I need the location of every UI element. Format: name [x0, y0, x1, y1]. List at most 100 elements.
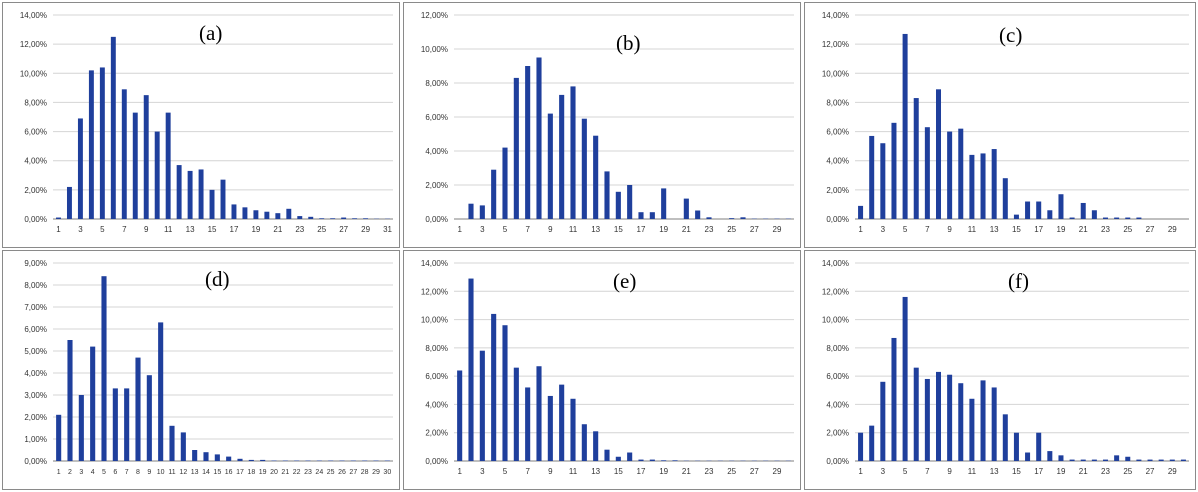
chart-c-bar [1102, 217, 1109, 219]
chart-e-xtick-label: 9 [548, 467, 553, 476]
chart-b-bar [706, 217, 712, 219]
chart-a-xtick-label: 11 [164, 225, 173, 234]
chart-d-svg: 0,00% 1,00% 2,00% 3,00% 4,00% 5,00% 6,00% 7,00%… [24, 259, 393, 476]
chart-f-bar [1058, 455, 1064, 461]
chart-c-bar [1125, 217, 1131, 219]
chart-f-bar [880, 381, 886, 461]
chart-c-ytick-label: 12,00% [822, 40, 849, 49]
chart-e-bar [559, 384, 565, 461]
chart-a-bar [231, 204, 237, 219]
chart-f-bar [1091, 459, 1097, 461]
chart-a-ytick-label: 10,00% [20, 69, 47, 78]
chart-f-xtick-label: 29 [1168, 467, 1177, 476]
chart-c-ytick-label: 10,00% [822, 69, 849, 78]
chart-d-xtick-label: 3 [79, 469, 83, 476]
chart-b-bar [683, 198, 689, 219]
chart-d-xtick-label: 26 [338, 469, 346, 476]
chart-a-xtick-label: 1 [56, 225, 61, 234]
chart-f-ytick-label: 6,00% [826, 372, 849, 381]
chart-a-xtick-label: 3 [78, 225, 83, 234]
chart-b-bar [502, 147, 508, 219]
chart-f-bar [1102, 459, 1109, 461]
chart-a-xtick-label: 31 [383, 225, 392, 234]
chart-b-xtick-label: 11 [569, 225, 578, 234]
chart-b-bar [559, 94, 565, 219]
chart-f-bar [1080, 459, 1086, 461]
chart-c-bar [1069, 217, 1075, 219]
chart-b-xtick-label: 1 [457, 225, 462, 234]
chart-d-xtick-label: 13 [191, 469, 199, 476]
chart-b-ytick-label: 10,00% [421, 45, 448, 54]
chart-a-bar [319, 218, 325, 219]
chart-f-bar [947, 374, 953, 461]
chart-e-ytick-label: 12,00% [421, 287, 448, 296]
chart-d-bar [101, 276, 107, 461]
chart-c-xtick-label: 27 [1146, 225, 1155, 234]
chart-a-xtick-label: 21 [273, 225, 282, 234]
chart-e-bar [593, 431, 599, 461]
chart-b-ytick-label: 12,00% [421, 11, 448, 20]
chart-d-ytick-label: 7,00% [24, 303, 47, 312]
chart-e-bar [502, 325, 508, 461]
chart-b-bar [491, 169, 497, 219]
chart-f-bar [991, 387, 997, 461]
chart-c-bar [1114, 217, 1120, 219]
chart-c-bar [935, 89, 942, 219]
chart-e-bar [468, 278, 474, 461]
chart-b-bar [593, 135, 599, 219]
chart-c-bar [880, 143, 886, 219]
chart-e-bar [457, 370, 463, 461]
chart-e-ytick-label: 0,00% [425, 457, 448, 466]
chart-f-bar [891, 337, 897, 461]
chart-a-bar [77, 118, 83, 219]
chart-f-bar [1069, 459, 1075, 461]
chart-d-xtick-label: 12 [179, 469, 187, 476]
chart-b-ytick-label: 0,00% [425, 215, 448, 224]
chart-e-xtick-label: 5 [503, 467, 508, 476]
chart-e-xtick-label: 19 [659, 467, 668, 476]
chart-f-bar [1169, 459, 1175, 461]
chart-d-xtick-label: 21 [281, 469, 289, 476]
chart-a-xtick-label: 13 [186, 225, 195, 234]
chart-e-xtick-label: 1 [457, 467, 462, 476]
chart-b-bar [661, 188, 667, 219]
chart-d-xtick-label: 29 [372, 469, 380, 476]
chart-b-ytick-label: 8,00% [425, 79, 448, 88]
chart-d-ytick-label: 4,00% [24, 369, 47, 378]
chart-c-xtick-label: 5 [903, 225, 908, 234]
chart-d-xtick-label: 10 [157, 469, 165, 476]
chart-a-bar [143, 95, 149, 219]
chart-d-xtick-label: 6 [113, 469, 117, 476]
chart-d-ytick-label: 3,00% [24, 391, 47, 400]
chart-b-xtick-label: 29 [773, 225, 782, 234]
chart-f-bar [924, 378, 930, 461]
chart-f-bar [1036, 432, 1042, 461]
chart-a-bar [176, 165, 182, 219]
chart-c-bar [858, 205, 864, 219]
chart-a-xtick-label: 23 [295, 225, 304, 234]
chart-c-xtick-label: 7 [925, 225, 930, 234]
chart-f-svg: 0,00% 2,00% 4,00% 6,00% 8,00% 10,00% 12,00% 14,… [822, 259, 1189, 476]
chart-a-title: (a) [199, 21, 223, 45]
chart-e-xtick-label: 23 [705, 467, 714, 476]
chart-d-bar [67, 340, 73, 461]
chart-d-bar [260, 459, 266, 461]
chart-a-bar [253, 210, 259, 219]
chart-a-bar [308, 216, 314, 219]
chart-b-ytick-label: 6,00% [425, 113, 448, 122]
chart-b-bar [547, 113, 553, 219]
chart-e-xtick-label: 7 [525, 467, 530, 476]
chart-d-title: (d) [205, 267, 230, 291]
chart-f-xtick-label: 13 [990, 467, 999, 476]
chart-f-xtick-label: 19 [1057, 467, 1066, 476]
chart-f-ytick-label: 10,00% [822, 316, 849, 325]
chart-f-bar [913, 367, 919, 461]
chart-d-xtick-label: 18 [247, 469, 255, 476]
chart-f-bar [969, 398, 975, 461]
chart-d-xtick-label: 2 [68, 469, 72, 476]
chart-b-bar [638, 212, 644, 219]
chart-c-xtick-label: 15 [1012, 225, 1021, 234]
chart-e-bar [627, 452, 633, 461]
chart-a-ytick-label: 8,00% [24, 98, 47, 107]
chart-d-bar [180, 432, 186, 461]
